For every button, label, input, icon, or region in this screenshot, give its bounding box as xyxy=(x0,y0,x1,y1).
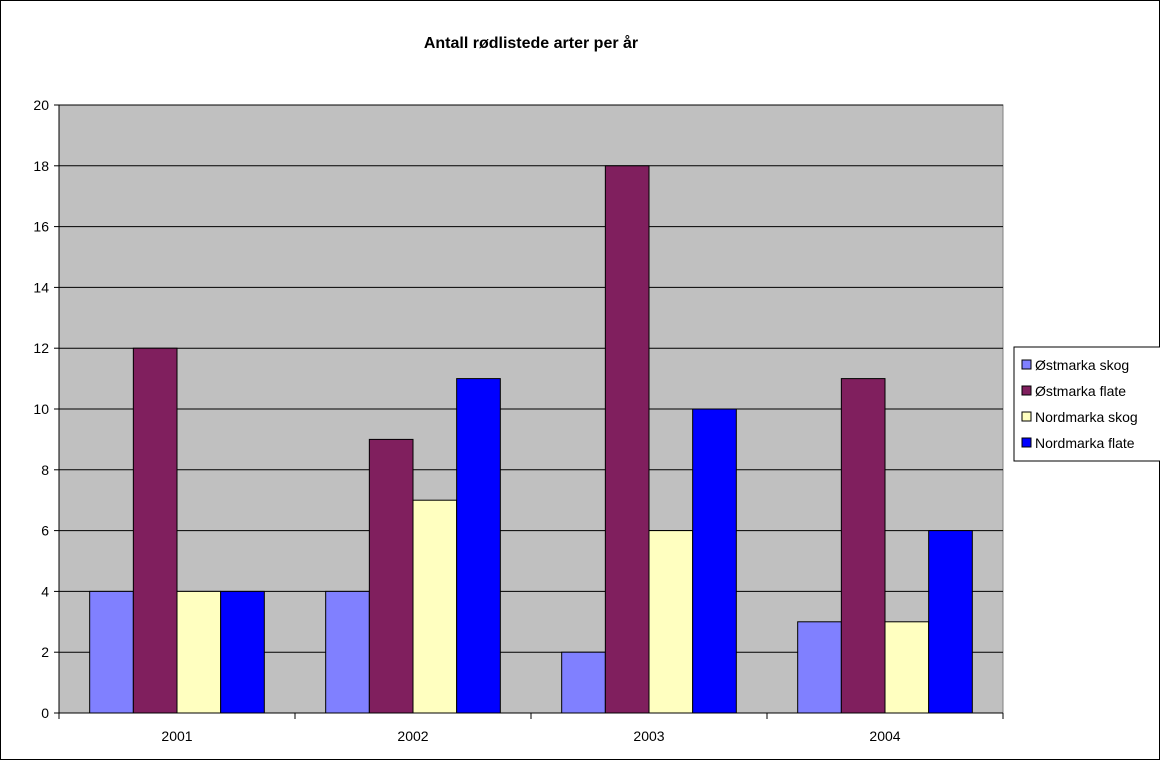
legend-label: Nordmarka skog xyxy=(1035,409,1138,425)
bar-2001-series-2 xyxy=(132,347,178,714)
legend-swatch xyxy=(1021,385,1032,396)
bar-2003-series-2 xyxy=(604,165,650,714)
y-tick-label: 12 xyxy=(33,340,49,356)
bar-2004-series-1 xyxy=(797,621,842,714)
legend-swatch xyxy=(1021,411,1032,422)
bar-2002-series-3 xyxy=(412,499,458,714)
y-tick-label: 8 xyxy=(41,462,49,478)
y-tick-label: 14 xyxy=(33,279,49,295)
x-axis: 2001 2002 2003 2004 xyxy=(58,712,1004,744)
bar-2001-series-1 xyxy=(89,590,134,714)
bar-2004-series-3 xyxy=(884,621,930,714)
y-tick-label: 4 xyxy=(41,583,49,599)
y-tick-label: 16 xyxy=(33,219,49,235)
legend-box xyxy=(1013,346,1160,462)
legend-label: Østmarka skog xyxy=(1035,357,1129,373)
x-tick-label: 2004 xyxy=(869,728,900,744)
bar-2003-series-3 xyxy=(648,530,694,714)
bar-2003-series-1 xyxy=(561,651,606,714)
bar-2004-series-2 xyxy=(840,378,886,714)
y-axis: 0 2 4 6 8 10 12 14 16 18 20 xyxy=(33,97,60,721)
y-tick-label: 6 xyxy=(41,523,49,539)
bar-2003-series-4 xyxy=(692,408,737,714)
bar-2004-series-4 xyxy=(928,530,973,714)
legend-swatch xyxy=(1021,359,1032,370)
legend: Østmarka skog Østmarka flate Nordmarka sko… xyxy=(1013,346,1160,462)
bar-2001-series-4 xyxy=(220,590,265,714)
bar-2002-series-1 xyxy=(325,590,370,714)
legend-label: Østmarka flate xyxy=(1035,383,1126,399)
bar-2001-series-3 xyxy=(176,590,222,714)
x-tick-label: 2001 xyxy=(161,728,192,744)
legend-label: Nordmarka flate xyxy=(1035,435,1135,451)
x-tick-label: 2003 xyxy=(633,728,664,744)
bar-2002-series-4 xyxy=(456,378,501,714)
x-tick-label: 2002 xyxy=(397,728,428,744)
legend-swatch xyxy=(1021,437,1032,448)
bar-2002-series-2 xyxy=(368,438,414,714)
y-tick-label: 18 xyxy=(33,158,49,174)
y-tick-label: 2 xyxy=(41,644,49,660)
chart-title: Antall rødlistede arter per år xyxy=(424,34,638,52)
y-tick-label: 0 xyxy=(41,705,49,721)
y-tick-label: 10 xyxy=(33,401,49,417)
y-tick-label: 20 xyxy=(33,97,49,113)
